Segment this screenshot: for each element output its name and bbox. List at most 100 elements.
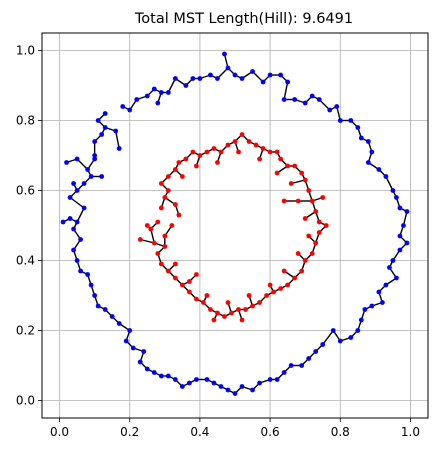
mst-edge <box>283 81 289 100</box>
data-point <box>299 268 305 274</box>
data-point <box>316 230 322 235</box>
data-point <box>194 163 199 169</box>
data-point <box>92 293 98 298</box>
data-point <box>211 146 217 151</box>
data-point <box>102 111 108 116</box>
data-point <box>302 177 308 183</box>
data-point <box>264 293 269 298</box>
data-point <box>404 240 410 246</box>
data-point <box>299 363 305 368</box>
data-point <box>232 391 238 396</box>
x-tick-label: 0.6 <box>261 425 280 439</box>
data-point <box>130 345 136 351</box>
data-point <box>376 289 382 295</box>
data-point <box>169 223 175 228</box>
data-point <box>158 205 164 211</box>
data-point <box>257 380 262 386</box>
mst-edge <box>402 211 408 226</box>
data-point <box>148 226 154 232</box>
data-point <box>271 289 276 295</box>
data-point <box>379 300 385 305</box>
data-point <box>323 223 329 228</box>
data-point <box>151 86 157 92</box>
data-point <box>225 142 231 148</box>
data-point <box>292 275 298 281</box>
data-point <box>295 198 301 204</box>
data-point <box>71 247 76 253</box>
data-point <box>404 209 410 214</box>
data-point <box>158 261 164 267</box>
mst-edge <box>336 106 341 121</box>
data-point <box>369 149 375 155</box>
data-point <box>292 97 298 102</box>
plot-frame <box>41 32 429 419</box>
data-point <box>278 72 284 78</box>
data-point <box>67 216 73 221</box>
data-point <box>239 317 245 323</box>
data-point <box>250 303 255 309</box>
data-point <box>120 104 126 109</box>
mst-edge <box>322 330 334 345</box>
data-point <box>127 107 133 113</box>
data-point <box>218 149 224 155</box>
data-point <box>162 244 168 249</box>
data-point <box>302 258 308 263</box>
data-point <box>257 156 262 162</box>
data-point <box>257 300 262 305</box>
data-point <box>236 149 241 155</box>
data-point <box>348 335 354 340</box>
data-point <box>355 328 361 333</box>
data-point <box>165 373 171 379</box>
chart-title: Total MST Length(Hill): 9.6491 <box>134 11 353 27</box>
data-point <box>253 142 259 148</box>
y-tick-label: 0.2 <box>16 324 35 338</box>
data-point <box>281 370 287 375</box>
data-point <box>162 233 168 239</box>
data-point <box>232 72 238 78</box>
mst-edge <box>69 196 85 209</box>
data-point <box>309 198 315 204</box>
data-point <box>85 272 91 277</box>
data-point <box>204 149 210 155</box>
data-point <box>165 188 171 193</box>
data-point <box>288 181 294 186</box>
mst-edge <box>115 130 120 149</box>
y-tick-label: 0.6 <box>16 184 35 198</box>
y-tick-label: 0.8 <box>16 114 35 128</box>
data-point <box>92 139 98 144</box>
data-point <box>74 219 80 225</box>
data-point <box>278 156 284 162</box>
data-point <box>267 149 273 155</box>
data-point <box>285 163 291 169</box>
scatter-points <box>60 51 410 396</box>
data-point <box>243 307 248 312</box>
data-point <box>123 338 129 344</box>
data-point <box>71 226 76 232</box>
data-point <box>64 160 69 165</box>
data-point <box>158 373 164 379</box>
data-point <box>215 310 220 316</box>
mst-edges <box>62 53 408 395</box>
data-point <box>260 79 266 85</box>
data-point <box>116 146 122 151</box>
data-point <box>179 384 185 389</box>
data-point <box>186 279 192 284</box>
data-point <box>127 328 133 333</box>
data-point <box>176 160 182 165</box>
data-point <box>222 314 227 319</box>
data-point <box>313 349 319 354</box>
data-point <box>246 139 252 144</box>
y-tick-label: 0.0 <box>16 394 35 408</box>
data-point <box>239 76 245 81</box>
axis-ticks: 0.0 0.2 0.4 0.6 0.8 1.0 0.0 0.2 0.4 0.6 0.8 1.0 <box>16 44 420 440</box>
data-point <box>208 72 213 78</box>
data-point <box>162 195 168 200</box>
data-point <box>334 104 340 109</box>
data-point <box>246 293 252 298</box>
y-tick-label: 0.4 <box>16 254 35 268</box>
mst-edge <box>216 67 229 79</box>
data-point <box>260 146 266 151</box>
data-point <box>183 156 189 162</box>
mst-edge <box>150 228 155 244</box>
